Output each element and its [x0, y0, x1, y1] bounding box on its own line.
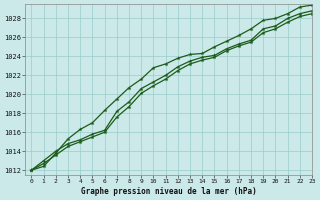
X-axis label: Graphe pression niveau de la mer (hPa): Graphe pression niveau de la mer (hPa): [81, 187, 257, 196]
